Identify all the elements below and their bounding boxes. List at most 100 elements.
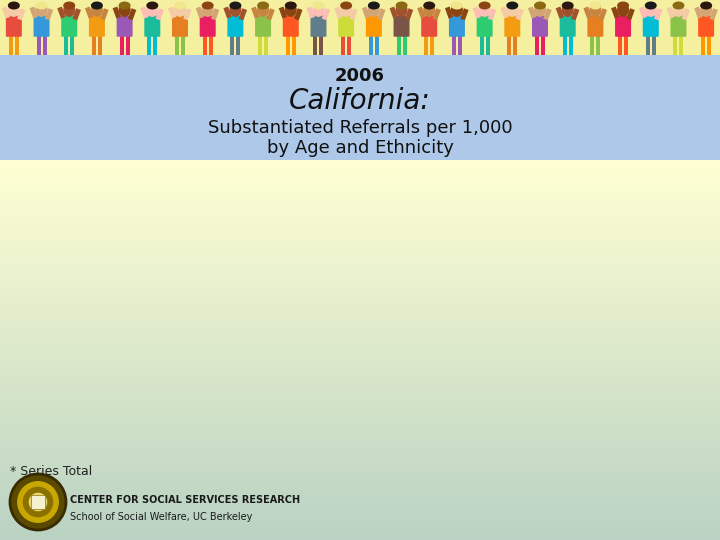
Bar: [709, 8, 718, 21]
Bar: [0, 357, 720, 359]
Bar: [73, 8, 81, 21]
Ellipse shape: [395, 3, 408, 17]
Bar: [369, 30, 373, 55]
Bar: [0, 425, 720, 427]
Bar: [0, 449, 720, 450]
Ellipse shape: [312, 3, 325, 17]
Bar: [0, 464, 720, 466]
Bar: [0, 420, 720, 421]
Bar: [0, 369, 720, 371]
Bar: [0, 413, 720, 415]
Bar: [30, 6, 38, 18]
Bar: [0, 341, 720, 343]
Bar: [0, 374, 720, 376]
Text: 2006: 2006: [335, 67, 385, 85]
Bar: [0, 232, 720, 234]
Bar: [0, 534, 720, 536]
Bar: [238, 8, 247, 21]
Bar: [0, 512, 720, 514]
Bar: [0, 299, 720, 301]
Bar: [0, 216, 720, 218]
Bar: [0, 422, 720, 424]
Bar: [0, 188, 720, 190]
FancyBboxPatch shape: [670, 16, 686, 37]
Bar: [196, 6, 204, 18]
Bar: [402, 30, 407, 55]
Bar: [0, 284, 720, 286]
Bar: [112, 6, 121, 18]
Bar: [0, 191, 720, 192]
Bar: [0, 529, 720, 530]
Bar: [0, 309, 720, 311]
FancyBboxPatch shape: [449, 16, 465, 37]
Bar: [0, 423, 720, 425]
Bar: [0, 438, 720, 441]
Bar: [0, 397, 720, 399]
Bar: [0, 281, 720, 284]
Circle shape: [22, 486, 54, 518]
Bar: [0, 483, 720, 485]
Bar: [120, 30, 124, 55]
Bar: [626, 8, 635, 21]
Bar: [528, 6, 536, 18]
Bar: [0, 245, 720, 247]
Bar: [0, 482, 720, 483]
Bar: [223, 6, 232, 18]
Bar: [0, 388, 720, 390]
Bar: [433, 8, 441, 21]
Ellipse shape: [451, 2, 463, 10]
Bar: [0, 473, 720, 475]
Bar: [100, 8, 109, 21]
Bar: [0, 332, 720, 334]
Bar: [0, 323, 720, 325]
Bar: [0, 218, 720, 220]
Bar: [535, 30, 539, 55]
Bar: [0, 163, 720, 164]
Ellipse shape: [285, 2, 297, 10]
Bar: [0, 487, 720, 489]
FancyBboxPatch shape: [89, 16, 105, 37]
Bar: [42, 30, 47, 55]
Bar: [140, 6, 149, 18]
Ellipse shape: [8, 3, 20, 17]
Circle shape: [10, 474, 66, 530]
Bar: [0, 225, 720, 226]
Bar: [0, 248, 720, 251]
Bar: [673, 30, 678, 55]
Bar: [0, 535, 720, 537]
Bar: [0, 210, 720, 211]
Bar: [0, 240, 720, 241]
FancyBboxPatch shape: [34, 16, 50, 37]
Bar: [0, 468, 720, 470]
Bar: [0, 256, 720, 258]
Ellipse shape: [506, 2, 518, 10]
Ellipse shape: [8, 2, 20, 10]
Bar: [460, 8, 469, 21]
Bar: [362, 6, 370, 18]
Bar: [0, 339, 720, 340]
Ellipse shape: [257, 2, 269, 10]
Bar: [0, 363, 720, 364]
Bar: [0, 237, 720, 239]
Bar: [0, 259, 720, 261]
Bar: [0, 177, 720, 178]
FancyBboxPatch shape: [117, 16, 132, 37]
Bar: [0, 203, 720, 205]
Bar: [0, 479, 720, 481]
Text: CENTER FOR SOCIAL SERVICES RESEARCH: CENTER FOR SOCIAL SERVICES RESEARCH: [70, 495, 300, 505]
Bar: [667, 6, 675, 18]
Bar: [0, 492, 720, 494]
Bar: [349, 8, 358, 21]
Ellipse shape: [230, 2, 241, 10]
Bar: [0, 455, 720, 457]
Bar: [0, 465, 720, 467]
Bar: [431, 30, 434, 55]
Ellipse shape: [368, 3, 380, 17]
Bar: [0, 165, 720, 167]
Bar: [0, 484, 720, 486]
Bar: [0, 214, 720, 216]
Bar: [0, 440, 720, 442]
Bar: [417, 6, 426, 18]
Bar: [341, 30, 345, 55]
Bar: [0, 254, 720, 255]
